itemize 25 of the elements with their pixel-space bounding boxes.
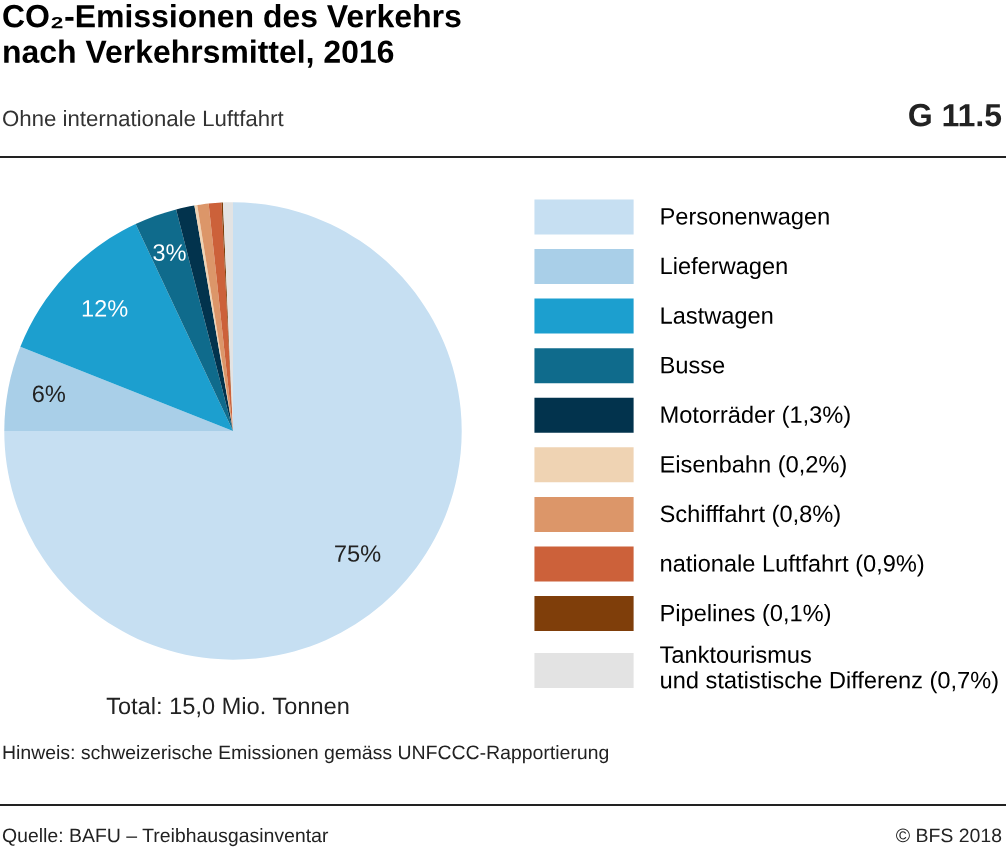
- legend-label: Busse: [661, 356, 725, 374]
- data-label: 3%: [153, 244, 186, 261]
- source-note: Quelle: BAFU – Treibhausgasinventar: [2, 828, 329, 847]
- chart-title: CO₂-Emissionen des Verkehrs nach Verkehrsmittel, 2016: [3, 4, 461, 68]
- pie-slice: [135, 209, 233, 431]
- pie-slice: [4, 346, 233, 431]
- legend-label: Personenwagen: [661, 208, 829, 230]
- legend-label: Schifffahrt (0,8%): [660, 504, 840, 527]
- legend-label: Lieferwagen: [661, 256, 787, 279]
- text: Total: 15,0 Mio. Tonnen: [106, 697, 349, 718]
- legend-label: Motorräder (1,3%): [661, 405, 850, 428]
- text: Hinweis: schweizerische Emissionen gemäss UNFCCC-Rapportierung: [3, 745, 609, 764]
- pie-slice: [20, 224, 233, 431]
- legend-label: Eisenbahn (0,2%): [661, 455, 846, 478]
- pie-slice: [4, 202, 462, 660]
- chart-subtitle: Ohne internationale Luftfahrt: [3, 110, 284, 127]
- legend-label: Pipelines (0,1%): [661, 604, 831, 627]
- legend-label: Lastwagen: [661, 307, 773, 329]
- text: G 11.5: [909, 103, 1002, 127]
- data-label: 75%: [335, 545, 381, 562]
- data-label: 6%: [32, 385, 65, 403]
- data-label: 12%: [82, 300, 128, 317]
- legend-label: Tanktourismus und statistische Differenz (0,7%): [660, 645, 998, 694]
- text: © BFS 2018: [896, 828, 1002, 843]
- legend-label: nationale Luftfahrt (0,9%): [661, 554, 924, 577]
